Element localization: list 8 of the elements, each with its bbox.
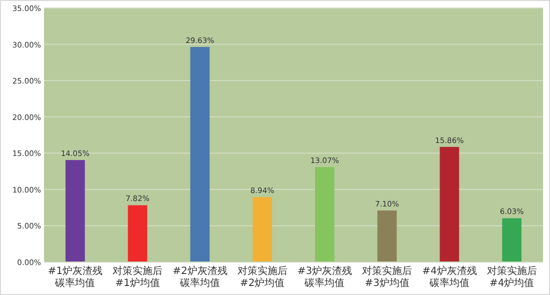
x-tick-label: 对策实施后#3炉均值: [362, 265, 412, 289]
x-tick-label: 对策实施后#4炉均值: [486, 265, 537, 289]
x-tick-label: #2炉灰渣残碳率均值: [172, 265, 228, 289]
x-tick-label: #3炉灰渣残碳率均值: [297, 265, 352, 289]
x-tick-label: #4炉灰渣残碳率均值: [422, 265, 477, 289]
x-tick-label: 对策实施后#2炉均值: [237, 265, 288, 289]
x-tick-label: #1炉灰渣残碳率均值: [48, 265, 103, 289]
x-tick-label: 对策实施后#1炉均值: [112, 265, 163, 289]
